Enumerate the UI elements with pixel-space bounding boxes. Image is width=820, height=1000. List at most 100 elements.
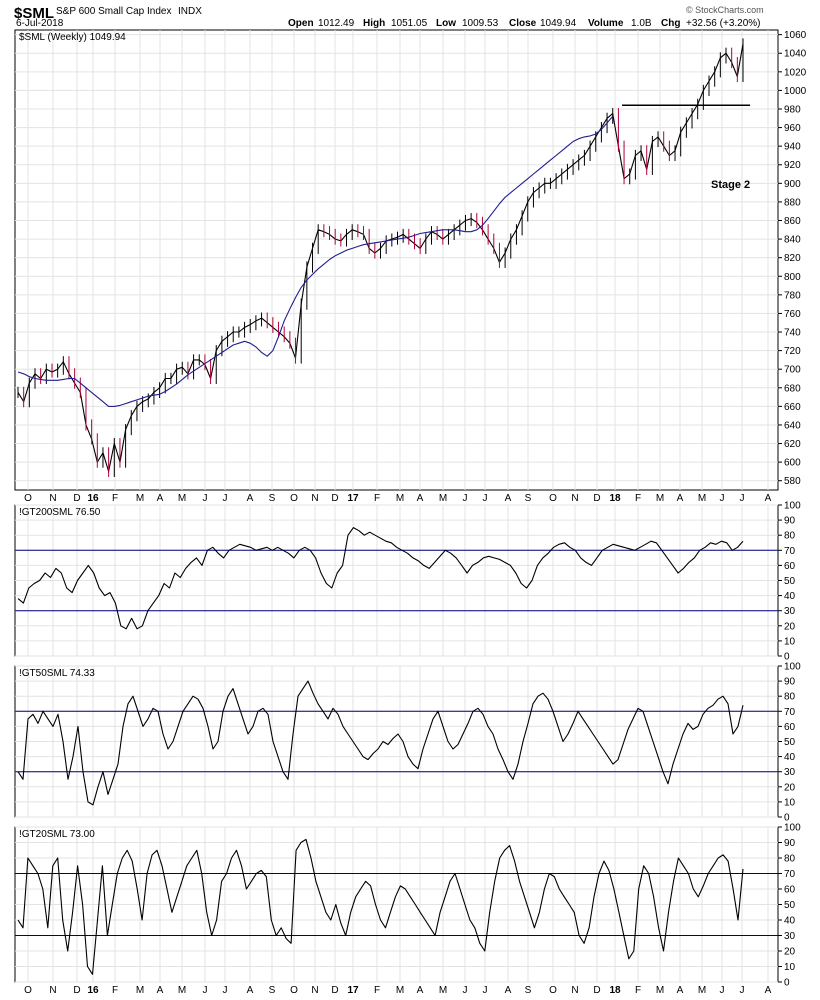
x-tick-label: A bbox=[247, 985, 254, 996]
x-tick-label: O bbox=[549, 985, 557, 996]
y-tick-label: 960 bbox=[784, 123, 801, 134]
panel-legend: !GT200SML 76.50 bbox=[19, 507, 101, 518]
chart-panel-1: 580 600 620 640 660 680 700 720 740 760 780 800 820 8… bbox=[14, 29, 807, 504]
x-tick-label: J bbox=[223, 493, 228, 504]
close-value: 1049.94 bbox=[540, 18, 577, 29]
x-tick-label: 16 bbox=[87, 493, 99, 504]
y-tick-label: 100 bbox=[784, 501, 801, 512]
y-tick-label: 820 bbox=[784, 253, 801, 264]
x-tick-label: O bbox=[290, 985, 298, 996]
y-tick-label: 30 bbox=[784, 606, 796, 617]
y-tick-label: 780 bbox=[784, 290, 801, 301]
x-tick-label: O bbox=[24, 493, 32, 504]
chart-panel-3: 0 10 20 30 40 50 60 70 80 90 100 !GT50SML 74.33 bbox=[14, 662, 801, 824]
panel-legend: !GT50SML 74.33 bbox=[19, 668, 95, 679]
y-tick-label: 880 bbox=[784, 197, 801, 208]
exchange-label: INDX bbox=[178, 6, 202, 17]
x-tick-label: J bbox=[720, 493, 725, 504]
x-tick-label: J bbox=[203, 493, 208, 504]
x-tick-label: D bbox=[593, 493, 600, 504]
x-tick-label: A bbox=[157, 493, 164, 504]
x-tick-label: A bbox=[157, 985, 164, 996]
high-value: 1051.05 bbox=[391, 18, 428, 29]
x-tick-label: D bbox=[331, 493, 338, 504]
y-tick-label: 40 bbox=[784, 752, 796, 763]
x-tick-label: S bbox=[525, 493, 532, 504]
close-label: Close bbox=[509, 18, 537, 29]
y-tick-label: 90 bbox=[784, 516, 796, 527]
y-tick-label: 80 bbox=[784, 531, 796, 542]
y-tick-label: 70 bbox=[784, 546, 796, 557]
y-tick-label: 40 bbox=[784, 916, 796, 927]
x-tick-label: M bbox=[396, 493, 404, 504]
chg-label: Chg bbox=[661, 18, 680, 29]
x-tick-label: 17 bbox=[347, 493, 359, 504]
x-tick-label: D bbox=[331, 985, 338, 996]
y-tick-label: 1020 bbox=[784, 67, 807, 78]
x-tick-label: A bbox=[677, 493, 684, 504]
x-tick-label: M bbox=[656, 493, 664, 504]
panel-legend: !GT20SML 73.00 bbox=[19, 829, 95, 840]
x-tick-label: D bbox=[73, 493, 80, 504]
x-tick-label: O bbox=[549, 493, 557, 504]
x-tick-label: A bbox=[765, 493, 772, 504]
x-tick-label: F bbox=[635, 493, 641, 504]
y-tick-label: 600 bbox=[784, 458, 801, 469]
low-label: Low bbox=[436, 18, 456, 29]
index-name: S&P 600 Small Cap Index bbox=[56, 6, 171, 17]
ohlc-readout: Open 1012.49 High 1051.05 Low 1009.53 Cl… bbox=[288, 18, 761, 29]
x-tick-label: 16 bbox=[87, 985, 99, 996]
x-tick-label: M bbox=[136, 985, 144, 996]
x-tick-label: M bbox=[698, 493, 706, 504]
y-tick-label: 580 bbox=[784, 476, 801, 487]
x-tick-label: J bbox=[203, 985, 208, 996]
x-tick-label: J bbox=[223, 985, 228, 996]
x-tick-label: M bbox=[698, 985, 706, 996]
y-tick-label: 20 bbox=[784, 782, 796, 793]
y-tick-label: 50 bbox=[784, 900, 796, 911]
y-tick-label: 50 bbox=[784, 737, 796, 748]
x-tick-label: J bbox=[483, 493, 488, 504]
x-tick-label: M bbox=[656, 985, 664, 996]
y-tick-label: 920 bbox=[784, 160, 801, 171]
x-tick-label: 18 bbox=[609, 493, 621, 504]
y-tick-label: 720 bbox=[784, 346, 801, 357]
moving-average-line bbox=[17, 116, 614, 407]
y-tick-label: 1060 bbox=[784, 30, 807, 41]
x-tick-label: D bbox=[73, 985, 80, 996]
x-tick-label: J bbox=[720, 985, 725, 996]
x-tick-label: M bbox=[439, 985, 447, 996]
y-tick-label: 80 bbox=[784, 692, 796, 703]
x-tick-label: A bbox=[417, 493, 424, 504]
y-tick-label: 70 bbox=[784, 869, 796, 880]
y-tick-label: 860 bbox=[784, 216, 801, 227]
series-line bbox=[17, 838, 744, 975]
x-tick-label: S bbox=[525, 985, 532, 996]
x-tick-label: A bbox=[417, 985, 424, 996]
y-tick-label: 100 bbox=[784, 823, 801, 834]
y-tick-label: 90 bbox=[784, 677, 796, 688]
volume-label: Volume bbox=[588, 18, 624, 29]
x-tick-label: J bbox=[463, 985, 468, 996]
x-tick-label: F bbox=[374, 985, 380, 996]
y-tick-label: 100 bbox=[784, 662, 801, 673]
x-tick-label: O bbox=[290, 493, 298, 504]
y-tick-label: 700 bbox=[784, 365, 801, 376]
y-tick-label: 20 bbox=[784, 947, 796, 958]
chg-value: +32.56 (+3.20%) bbox=[686, 18, 761, 29]
x-tick-label: M bbox=[178, 985, 186, 996]
chart-panel-2: 0 10 20 30 40 50 60 70 80 90 100 !GT200SML 76.50 bbox=[14, 501, 801, 663]
x-tick-label: 18 bbox=[609, 985, 621, 996]
x-tick-label: M bbox=[396, 985, 404, 996]
y-tick-label: 740 bbox=[784, 328, 801, 339]
x-tick-label: A bbox=[247, 493, 254, 504]
high-label: High bbox=[363, 18, 385, 29]
y-tick-label: 760 bbox=[784, 309, 801, 320]
x-tick-label: A bbox=[765, 985, 772, 996]
x-tick-label: N bbox=[311, 493, 318, 504]
x-tick-label: A bbox=[505, 985, 512, 996]
y-tick-label: 30 bbox=[784, 931, 796, 942]
y-tick-label: 10 bbox=[784, 797, 796, 808]
y-tick-label: 40 bbox=[784, 591, 796, 602]
y-tick-label: 10 bbox=[784, 962, 796, 973]
